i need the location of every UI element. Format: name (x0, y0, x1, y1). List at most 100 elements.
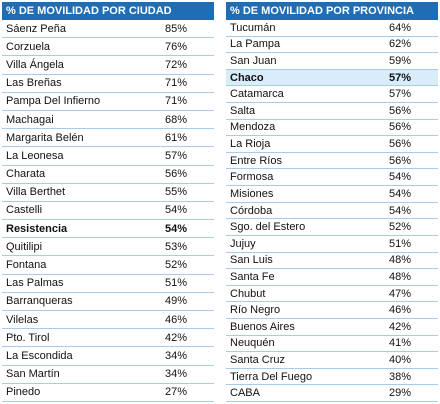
percent: 52% (164, 259, 188, 272)
table-row: Corzuela 76% (2, 38, 214, 57)
table-row: Pinedo 27% (2, 384, 214, 402)
place-name: Santa Fe (230, 270, 275, 283)
place-name: Las Breñas (6, 77, 62, 90)
percent: 54% (164, 222, 188, 235)
percent: 47% (388, 287, 412, 300)
place-name: Entre Ríos (230, 154, 282, 167)
table: % DE MOVILIDAD POR PROVINCIA Tucumán 64% La… (226, 2, 438, 403)
percent: 54% (388, 171, 412, 184)
table-row: Tucumán 64% (226, 20, 438, 37)
percent: 57% (388, 88, 412, 101)
place-name: Neuquén (230, 337, 275, 350)
table-row: Fontana 52% (2, 256, 214, 275)
table-row: Chaco 57% (226, 69, 438, 87)
percent: 72% (164, 58, 188, 71)
percent: 54% (388, 204, 412, 217)
percent: 55% (164, 186, 188, 199)
table-row: Villa Ángela 72% (2, 56, 214, 75)
place-name: Salta (230, 104, 256, 117)
percent: 57% (388, 71, 412, 84)
table-row: Entre Ríos 56% (226, 153, 438, 170)
percent: 59% (388, 55, 412, 68)
percent: 56% (164, 168, 188, 181)
percent: 56% (388, 104, 412, 117)
percent: 42% (164, 331, 188, 344)
percent: 61% (164, 131, 188, 144)
percent: 54% (388, 187, 412, 200)
place-name: Las Palmas (6, 277, 64, 290)
percent: 54% (164, 204, 188, 217)
table-row: San Juan 59% (226, 53, 438, 70)
place-name: Margarita Belén (6, 131, 84, 144)
table-row: Vilelas 46% (2, 311, 214, 330)
percent: 56% (388, 121, 412, 134)
table-row: Mendoza 56% (226, 120, 438, 137)
table-header: % DE MOVILIDAD POR PROVINCIA (226, 2, 438, 20)
table-row: Formosa 54% (226, 169, 438, 187)
table-row: La Escondida 34% (2, 347, 214, 366)
percent: 71% (164, 95, 188, 108)
place-name: Tierra Del Fuego (230, 370, 313, 383)
place-name: Villa Ángela (6, 58, 64, 71)
place-name: Sgo. del Estero (230, 221, 306, 234)
table-row: Machagai 68% (2, 111, 214, 130)
place-name: Quitilipi (6, 240, 43, 253)
place-name: Fontana (6, 259, 47, 272)
percent: 40% (388, 353, 412, 366)
place-name: Misiones (230, 187, 274, 200)
place-name: Corzuela (6, 40, 51, 53)
table-row: Santa Cruz 40% (226, 352, 438, 369)
place-name: Chubut (230, 287, 266, 300)
percent: 48% (388, 254, 412, 267)
table-row: Sgo. del Estero 52% (226, 219, 438, 236)
place-name: Buenos Aires (230, 320, 295, 333)
percent: 34% (164, 349, 188, 362)
table-row: Buenos Aires 42% (226, 319, 438, 336)
place-name: La Pampa (230, 38, 281, 51)
place-name: Jujuy (230, 237, 256, 250)
table-row: Quitilipi 53% (2, 238, 214, 257)
percent: 57% (164, 149, 188, 162)
percent: 62% (388, 38, 412, 51)
table-row: Barranqueras 49% (2, 293, 214, 311)
table-row: La Pampa 62% (226, 37, 438, 54)
place-name: La Escondida (6, 349, 73, 362)
table-row: CABA 29% (226, 385, 438, 403)
table-row: Salta 56% (226, 103, 438, 120)
place-name: Resistencia (6, 222, 68, 235)
percent: 29% (388, 387, 412, 400)
percent: 27% (164, 386, 188, 399)
place-name: Pampa Del Infierno (6, 95, 101, 108)
table-row: Las Palmas 51% (2, 275, 214, 293)
place-name: Castelli (6, 204, 43, 217)
table-row: Santa Fe 48% (226, 269, 438, 286)
place-name: Formosa (230, 171, 274, 184)
table-row: San Luis 48% (226, 253, 438, 270)
percent: 85% (164, 22, 188, 35)
percent: 52% (388, 221, 412, 234)
table-row: Misiones 54% (226, 186, 438, 203)
table-header: % DE MOVILIDAD POR CIUDAD (2, 2, 214, 20)
percent: 41% (388, 337, 412, 350)
table-row: Pampa Del Infierno 71% (2, 93, 214, 111)
place-name: Pinedo (6, 386, 41, 399)
table-row: Jujuy 51% (226, 236, 438, 253)
percent: 51% (388, 237, 412, 250)
place-name: Machagai (6, 113, 54, 126)
table-row: Chubut 47% (226, 286, 438, 303)
table-row: Las Breñas 71% (2, 75, 214, 93)
place-name: Río Negro (230, 304, 281, 317)
percent: 56% (388, 154, 412, 167)
percent: 56% (388, 138, 412, 151)
table-row: Pto. Tirol 42% (2, 329, 214, 348)
table-row: Resistencia 54% (2, 220, 214, 239)
place-name: La Leonesa (6, 149, 64, 162)
place-name: Chaco (230, 71, 264, 84)
place-name: Córdoba (230, 204, 273, 217)
table-row: Margarita Belén 61% (2, 129, 214, 148)
percent: 42% (388, 320, 412, 333)
place-name: Charata (6, 168, 46, 181)
place-name: Catamarca (230, 88, 284, 101)
place-name: Vilelas (6, 313, 39, 326)
percent: 46% (164, 313, 188, 326)
